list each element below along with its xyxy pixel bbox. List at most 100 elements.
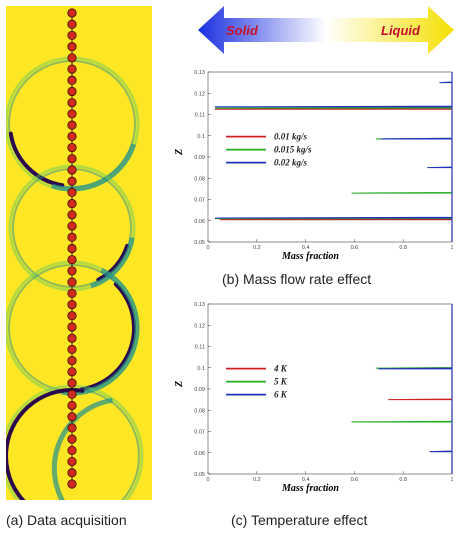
chart-c-legend-label: 5 K [274,377,288,387]
chart-c-xtick-label: 0.6 [351,477,359,483]
probe-point [67,154,77,164]
probe-point [67,356,77,366]
probe-point [67,120,77,130]
probe-point [67,423,77,433]
probe-point [67,131,77,141]
chart-c-plot-frame [207,303,453,475]
probe-point [67,277,77,287]
chart-c-ytick-label: 0.06 [194,451,205,457]
chart-b-xtick-label: 0.2 [253,245,261,251]
liquid-label: Liquid [381,23,421,38]
phase-arrow: Solid Liquid [198,6,454,54]
probe-point [67,30,77,41]
chart-b-ytick-label: 0.07 [194,198,205,204]
bubble-dark-arc [8,131,65,188]
chart-c-y-axis-title: Z [174,381,185,388]
chart-b-ytick-label: 0.09 [194,155,205,161]
chart-c-xtick-label: 0.4 [302,477,310,483]
probe-point [67,456,77,467]
chart-c-xtick-label: 0.2 [253,477,261,483]
probe-point [67,445,77,455]
chart-c-legend-label: 6 K [274,390,288,400]
chart-c-ytick-label: 0.12 [194,323,205,329]
probe-point [67,299,77,310]
bubble-dark-arc [6,388,85,500]
probe-point [67,98,77,108]
bubble-mid-arc [90,237,135,289]
probe-point [67,199,77,209]
chart-b-xtick-label: 1 [450,245,453,251]
probe-point [67,86,77,97]
chart-b-xtick-label: 0.4 [302,245,310,251]
chart-b-ytick-label: 0.06 [194,219,205,225]
chart-b-ytick-label: 0.13 [194,70,205,76]
bubble-dark-arc [79,282,136,392]
bubble-mid-arc [51,143,137,192]
probe-point [67,378,77,388]
probe-point [67,64,77,74]
bubble-dark-arc [96,243,130,282]
chart-b-legend-label: 0.015 kg/s [274,145,312,155]
chart-c-xtick-label: 1 [450,477,453,483]
chart-c-ytick-label: 0.11 [195,345,205,351]
probe-point [67,42,77,52]
probe-point [67,232,77,242]
chart-c-xtick-label: 0.8 [399,477,407,483]
probe-point [67,389,77,399]
probe-point [67,221,77,231]
probe-point [67,176,77,186]
chart-b-xtick-label: 0 [206,245,209,251]
temperature-chart: 0 0.2 0.4 0.6 0.8 1 0.05 0.06 0.07 0.08 0.09 0.1 0.1… [174,302,454,494]
chart-c-ytick-label: 0.07 [194,430,205,436]
chart-c-series-3-line [378,304,453,474]
chart-c-x-axis-title: Mass fraction [281,483,339,494]
probe-point [67,412,77,422]
panel-b-caption: (b) Mass flow rate effect [222,271,372,287]
chart-b-ytick-label: 0.11 [195,113,205,119]
probe-point [67,75,77,85]
chart-b-xtick-label: 0.6 [351,245,359,251]
probe-point [67,468,77,478]
chart-c-ytick-label: 0.1 [197,366,205,372]
chart-b-legend-label: 0.01 kg/s [274,132,308,142]
probe-point [67,210,77,220]
chart-b-series-3-line [214,72,453,242]
probe-point [67,109,77,119]
probe-point [67,367,77,377]
probe-point [67,344,77,355]
solid-label: Solid [226,23,259,38]
chart-b-ytick-label: 0.08 [194,176,205,182]
chart-b-plot-frame [207,71,453,243]
probe-point [67,434,77,444]
probe-point [67,311,77,321]
chart-c-ytick-label: 0.13 [194,302,205,308]
chart-c-ytick-label: 0.05 [194,472,205,478]
probe-point [67,266,77,276]
chart-b-ytick-label: 0.12 [194,91,205,97]
chart-c-xtick-label: 0 [206,477,209,483]
mass-flow-rate-chart: 0 0.2 0.4 0.6 0.8 1 0.05 0.06 0.07 0.08 0.09 0.1 0.1… [174,70,454,262]
probe-point [67,8,77,18]
probe-point [67,243,77,254]
probe-point [67,19,77,29]
probe-point [67,142,77,153]
chart-b-ytick-label: 0.1 [197,134,205,140]
chart-b-ytick-label: 0.05 [194,240,205,246]
chart-b-x-axis-title: Mass fraction [281,251,339,262]
chart-b-y-axis-title: Z [174,149,185,156]
chart-c-ytick-label: 0.09 [194,387,205,393]
chart-b-xtick-label: 0.8 [399,245,407,251]
chart-c-legend-label: 4 K [273,364,288,374]
chart-c-ytick-label: 0.08 [194,408,205,414]
probe-point [67,479,77,489]
probe-point [67,53,77,63]
chart-b-legend-label: 0.02 kg/s [274,158,308,168]
panel-a-caption: (a) Data acquisition [6,512,127,528]
probe-point [67,288,77,298]
probe-point [67,255,77,265]
probe-point [67,322,77,332]
probe-point [67,187,77,198]
probe-point [67,333,77,343]
probe-point [67,165,77,175]
probe-point [67,400,77,411]
